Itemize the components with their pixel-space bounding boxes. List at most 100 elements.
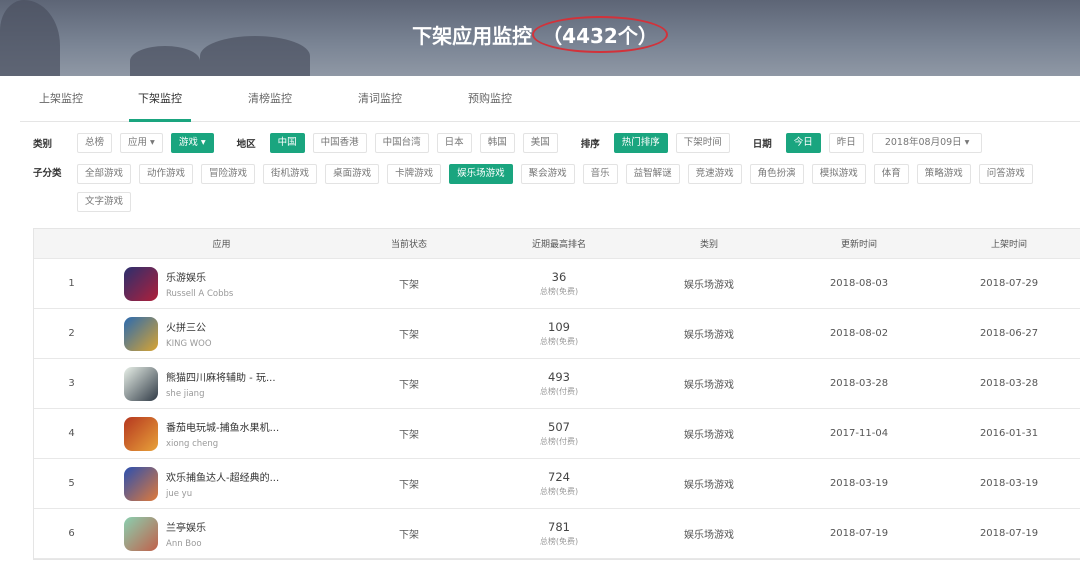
rank-chart: 总榜(免费)	[539, 487, 579, 496]
app-name[interactable]: 乐游娱乐	[166, 272, 206, 284]
date-today[interactable]: 今日	[785, 133, 821, 153]
subcategory-7[interactable]: 聚会游戏	[520, 164, 575, 184]
region-japan[interactable]: 日本	[436, 133, 472, 153]
rank-cell: 36 总榜(免费)	[484, 270, 634, 297]
app-cell[interactable]: 兰亭娱乐 Ann Boo	[109, 516, 334, 551]
rank-chart: 总榜(免费)	[539, 287, 579, 296]
region-china[interactable]: 中国	[269, 133, 305, 153]
table-row[interactable]: 1 乐游娱乐 Russell A Cobbs 下架 36 总榜(免费) 娱乐场游戏 …	[34, 259, 1080, 309]
app-name[interactable]: 兰亭娱乐	[166, 522, 206, 534]
subcategory-11[interactable]: 角色扮演	[749, 164, 804, 184]
sort-popular[interactable]: 热门排序	[613, 133, 668, 153]
app-developer: KING WOO	[166, 338, 212, 349]
subcategory-4[interactable]: 桌面游戏	[325, 164, 380, 184]
status: 下架	[399, 330, 419, 341]
subcategory-list: 全部游戏 动作游戏 冒险游戏 街机游戏 桌面游戏 卡牌游戏 娱乐场游戏 聚会游戏 音乐 益智解谜竞…	[77, 164, 1067, 212]
rank-chart: 总榜(免费)	[539, 337, 579, 346]
subcategory-6[interactable]: 娱乐场游戏	[449, 164, 513, 184]
rank-cell: 493 总榜(付费)	[484, 370, 634, 397]
rank-cell: 781 总榜(免费)	[484, 520, 634, 547]
updated-date: 2018-08-02	[829, 328, 889, 339]
released-date: 2018-06-27	[979, 328, 1039, 339]
app-developer: jue yu	[166, 488, 193, 499]
released-date: 2018-07-19	[979, 528, 1039, 539]
region-korea[interactable]: 韩国	[479, 133, 515, 153]
app-icon	[124, 516, 158, 551]
status: 下架	[399, 530, 419, 541]
region-taiwan[interactable]: 中国台湾	[374, 133, 429, 153]
app-icon	[124, 416, 158, 451]
filter-overall[interactable]: 总榜	[77, 133, 113, 153]
subcategory-2[interactable]: 冒险游戏	[201, 164, 256, 184]
tab-delisting[interactable]: 下架监控	[105, 76, 215, 122]
date-yesterday[interactable]: 昨日	[828, 133, 864, 153]
table-row[interactable]: 3 熊猫四川麻将辅助 - 玩... she jiang 下架 493 总榜(付费) …	[34, 359, 1080, 409]
status: 下架	[399, 430, 419, 441]
table-header: 应用 当前状态 近期最高排名 类别 更新时间 上架时间	[34, 229, 1080, 259]
subcategory-16[interactable]: 文字游戏	[77, 192, 132, 212]
released-date: 2018-03-28	[979, 378, 1039, 389]
subcategory-14[interactable]: 策略游戏	[916, 164, 971, 184]
app-developer: she jiang	[166, 388, 205, 399]
table-row[interactable]: 2 火拼三公 KING WOO 下架 109 总榜(免费) 娱乐场游戏 2018-0…	[34, 309, 1080, 359]
rank-chart: 总榜(付费)	[539, 387, 579, 396]
app-cell[interactable]: 欢乐捕鱼达人-超经典的... jue yu	[109, 466, 334, 501]
rank-value: 36	[551, 270, 567, 284]
header-banner: 下架应用监控 （4432个）	[0, 0, 1080, 76]
subcategory-5[interactable]: 卡牌游戏	[387, 164, 442, 184]
date-label: 日期	[752, 139, 772, 150]
category: 娱乐场游戏	[684, 280, 734, 291]
updated-date: 2017-11-04	[829, 428, 889, 439]
app-name[interactable]: 番茄电玩城-捕鱼水果机...	[166, 422, 280, 434]
row-index: 6	[68, 528, 75, 539]
subcategory-1[interactable]: 动作游戏	[139, 164, 194, 184]
row-index: 1	[68, 278, 75, 289]
app-cell[interactable]: 乐游娱乐 Russell A Cobbs	[109, 266, 334, 301]
col-status: 当前状态	[390, 240, 427, 250]
app-developer: xiong cheng	[166, 438, 219, 449]
date-picker[interactable]: 2018年08月09日 ▾	[871, 133, 983, 153]
monitor-tabs: 上架监控 下架监控 清榜监控 清词监控 预购监控	[20, 76, 1080, 122]
app-name[interactable]: 火拼三公	[166, 322, 206, 334]
subcategory-9[interactable]: 益智解谜	[625, 164, 680, 184]
app-cell[interactable]: 火拼三公 KING WOO	[109, 316, 334, 351]
released-date: 2018-03-19	[979, 478, 1039, 489]
app-developer: Russell A Cobbs	[166, 288, 234, 299]
subcategory-8[interactable]: 音乐	[582, 164, 618, 184]
app-cell[interactable]: 番茄电玩城-捕鱼水果机... xiong cheng	[109, 416, 334, 451]
subcategory-10[interactable]: 竞速游戏	[687, 164, 742, 184]
category: 娱乐场游戏	[684, 480, 734, 491]
count-badge: （4432个）	[532, 16, 668, 53]
tab-keyword-clear[interactable]: 清词监控	[358, 92, 402, 105]
app-name[interactable]: 熊猫四川麻将辅助 - 玩...	[166, 372, 276, 384]
updated-date: 2018-08-03	[829, 278, 889, 289]
subcategory-3[interactable]: 街机游戏	[263, 164, 318, 184]
app-name[interactable]: 欢乐捕鱼达人-超经典的...	[166, 472, 280, 484]
sort-delist-time[interactable]: 下架时间	[675, 133, 730, 153]
app-icon	[124, 466, 158, 501]
region-usa[interactable]: 美国	[522, 133, 558, 153]
subcategory-0[interactable]: 全部游戏	[77, 164, 132, 184]
tab-listing[interactable]: 上架监控	[39, 92, 83, 105]
col-category: 类别	[699, 240, 718, 250]
app-icon	[124, 316, 158, 351]
app-cell[interactable]: 熊猫四川麻将辅助 - 玩... she jiang	[109, 366, 334, 401]
col-rank: 近期最高排名	[531, 240, 586, 250]
category: 娱乐场游戏	[684, 430, 734, 441]
subcategory-12[interactable]: 模拟游戏	[811, 164, 866, 184]
app-developer: Ann Boo	[166, 538, 202, 549]
filter-apps-dropdown[interactable]: 应用 ▾	[120, 133, 163, 153]
rank-chart: 总榜(付费)	[539, 437, 579, 446]
rank-chart: 总榜(免费)	[539, 537, 579, 546]
table-row[interactable]: 5 欢乐捕鱼达人-超经典的... jue yu 下架 724 总榜(免费) 娱乐场游…	[34, 459, 1080, 509]
filter-games-dropdown[interactable]: 游戏 ▾	[170, 133, 214, 153]
table-row[interactable]: 4 番茄电玩城-捕鱼水果机... xiong cheng 下架 507 总榜(付费)…	[34, 409, 1080, 459]
subcategory-13[interactable]: 体育	[873, 164, 909, 184]
status: 下架	[399, 480, 419, 491]
table-row[interactable]: 6 兰亭娱乐 Ann Boo 下架 781 总榜(免费) 娱乐场游戏 2018-07…	[34, 509, 1080, 559]
subcategory-15[interactable]: 问答游戏	[978, 164, 1033, 184]
row-index: 5	[68, 478, 75, 489]
tab-preorder[interactable]: 预购监控	[468, 92, 512, 105]
tab-chart-clear[interactable]: 清榜监控	[248, 92, 292, 105]
region-hongkong[interactable]: 中国香港	[312, 133, 367, 153]
